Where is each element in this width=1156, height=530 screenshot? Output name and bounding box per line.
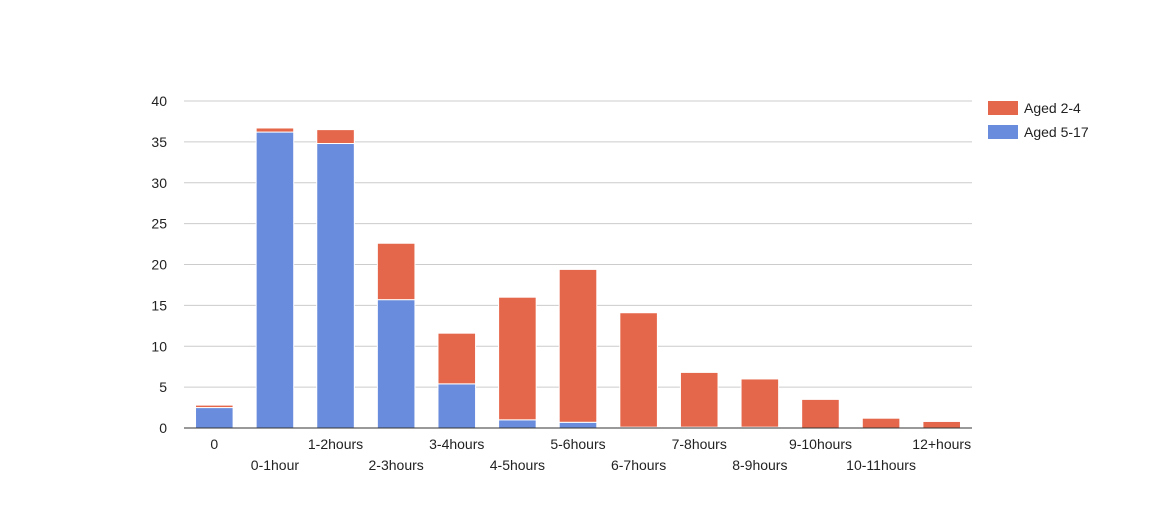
legend-swatch bbox=[988, 125, 1018, 139]
x-tick-label: 5-6hours bbox=[550, 436, 605, 452]
bars bbox=[195, 127, 961, 429]
x-tick-label: 0-1hour bbox=[251, 457, 300, 473]
legend-label: Aged 5-17 bbox=[1024, 124, 1089, 140]
bar-aged-2-4 bbox=[922, 420, 961, 429]
bar-aged-5-17 bbox=[195, 407, 234, 429]
legend-swatch bbox=[988, 101, 1018, 115]
bar-aged-2-4 bbox=[740, 378, 780, 428]
bar-aged-5-17 bbox=[558, 421, 598, 429]
bar-aged-2-4 bbox=[498, 296, 537, 421]
legend: Aged 2-4 Aged 5-17 bbox=[988, 100, 1089, 140]
y-tick-label: 25 bbox=[151, 216, 167, 232]
y-axis-ticks: 0 5 10 15 20 25 30 35 40 bbox=[151, 93, 167, 436]
y-tick-label: 10 bbox=[151, 338, 167, 354]
bar-aged-5-17 bbox=[498, 419, 537, 429]
bar-aged-2-4 bbox=[861, 417, 901, 429]
bar-aged-2-4 bbox=[316, 129, 355, 145]
x-axis-ticks: 0 0-1hour 1-2hours 2-3hours 3-4hours 4-5hours… bbox=[210, 436, 971, 473]
x-tick-label: 0 bbox=[210, 436, 218, 452]
y-tick-label: 0 bbox=[159, 420, 167, 436]
y-tick-label: 15 bbox=[151, 297, 167, 313]
bar-aged-2-4 bbox=[376, 242, 416, 301]
x-tick-label: 1-2hours bbox=[308, 436, 363, 452]
x-tick-label: 8-9hours bbox=[732, 457, 787, 473]
bar-aged-5-17 bbox=[316, 143, 355, 429]
x-tick-label: 2-3hours bbox=[369, 457, 424, 473]
y-tick-label: 20 bbox=[151, 257, 167, 273]
bar-aged-2-4 bbox=[437, 332, 477, 385]
bar-aged-2-4 bbox=[619, 312, 658, 428]
y-tick-label: 5 bbox=[159, 379, 167, 395]
bar-aged-5-17 bbox=[255, 131, 295, 429]
x-tick-label: 12+hours bbox=[912, 436, 971, 452]
x-tick-label: 3-4hours bbox=[429, 436, 484, 452]
bar-aged-2-4 bbox=[195, 404, 234, 409]
legend-label: Aged 2-4 bbox=[1024, 100, 1081, 116]
x-tick-label: 9-10hours bbox=[789, 436, 852, 452]
y-tick-label: 40 bbox=[151, 93, 167, 109]
x-tick-label: 10-11hours bbox=[846, 457, 916, 473]
bar-aged-5-17 bbox=[437, 383, 477, 429]
bar-aged-2-4 bbox=[255, 127, 295, 133]
x-tick-label: 6-7hours bbox=[611, 457, 666, 473]
y-tick-label: 30 bbox=[151, 175, 167, 191]
y-tick-label: 35 bbox=[151, 134, 167, 150]
x-tick-label: 4-5hours bbox=[490, 457, 545, 473]
x-tick-label: 7-8hours bbox=[672, 436, 727, 452]
bar-aged-2-4 bbox=[801, 398, 840, 429]
bar-aged-5-17 bbox=[376, 299, 416, 429]
bar-aged-2-4 bbox=[679, 371, 719, 428]
bar-aged-2-4 bbox=[558, 268, 598, 423]
